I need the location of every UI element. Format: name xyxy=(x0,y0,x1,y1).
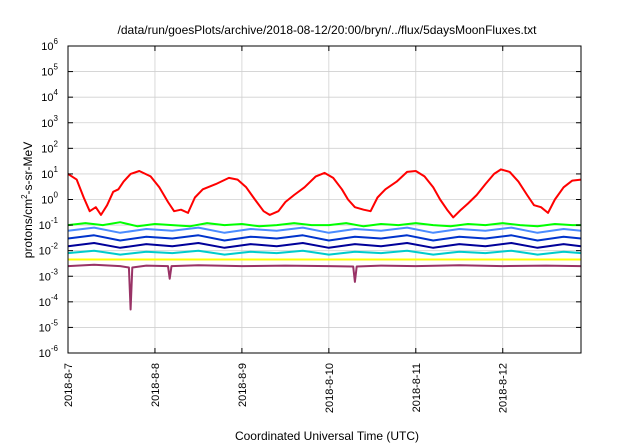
y-tick-label-base: 10 xyxy=(41,195,53,207)
y-tick-label: 100 xyxy=(41,191,58,207)
x-tick-label: 2018-8-7 xyxy=(63,363,75,407)
y-tick-label-exponent: 2 xyxy=(54,139,59,148)
y-tick-label-base: 10 xyxy=(39,271,51,283)
y-tick-label: 101 xyxy=(41,165,58,181)
y-tick-label: 10-5 xyxy=(39,318,59,334)
y-tick-label: 10-3 xyxy=(39,267,59,283)
series-line xyxy=(67,226,582,234)
y-tick-label-exponent: 6 xyxy=(54,37,59,46)
series-line xyxy=(67,242,582,249)
y-tick-label: 103 xyxy=(41,114,58,130)
y-tick-label-exponent: 5 xyxy=(54,63,59,72)
y-tick-label: 10-2 xyxy=(39,242,59,258)
series-line xyxy=(67,249,582,256)
grid-lines xyxy=(68,46,581,353)
axes: 10-610-510-410-310-210-11001011021031041… xyxy=(39,37,581,413)
y-tick-label-exponent: -3 xyxy=(51,267,59,276)
y-tick-label: 102 xyxy=(41,139,58,155)
y-axis-label-superscript: 2 xyxy=(20,194,29,199)
y-tick-label: 10-6 xyxy=(39,344,59,360)
y-axis-label-rest: -s-sr-MeV xyxy=(21,142,35,195)
y-tick-label-base: 10 xyxy=(41,41,53,53)
y-tick-label-exponent: -2 xyxy=(51,242,59,251)
series-line xyxy=(67,168,582,219)
y-tick-label-base: 10 xyxy=(41,92,53,104)
y-tick-label-exponent: -5 xyxy=(51,318,59,327)
y-tick-label-base: 10 xyxy=(39,322,51,334)
y-tick-label-base: 10 xyxy=(39,220,51,232)
x-axis-label: Coordinated Universal Time (UTC) xyxy=(235,429,419,443)
y-axis-label-main: protons/cm xyxy=(21,199,35,258)
series-line xyxy=(67,221,581,228)
y-tick-label: 10-1 xyxy=(39,216,59,232)
series-lines xyxy=(67,168,582,311)
x-tick-label: 2018-8-9 xyxy=(237,363,249,407)
x-tick-label: 2018-8-11 xyxy=(411,363,423,412)
x-tick-label: 2018-8-12 xyxy=(498,363,510,413)
y-tick-label-exponent: -1 xyxy=(51,216,59,225)
y-tick-label-base: 10 xyxy=(39,348,51,360)
y-tick-label-base: 10 xyxy=(39,297,51,309)
y-tick-label-exponent: -4 xyxy=(51,293,59,302)
y-tick-label-base: 10 xyxy=(41,169,53,181)
y-tick-label-exponent: 4 xyxy=(54,88,59,97)
y-tick-label-base: 10 xyxy=(41,118,53,130)
y-axis-label: protons/cm2-s-sr-MeV xyxy=(20,142,35,258)
y-tick-label: 10-4 xyxy=(39,293,59,309)
y-tick-label-exponent: 0 xyxy=(54,191,59,200)
y-tick-label: 105 xyxy=(41,63,58,79)
y-tick-label-exponent: -6 xyxy=(51,344,59,353)
y-tick-label-exponent: 1 xyxy=(54,165,59,174)
y-tick-label: 106 xyxy=(41,37,58,53)
y-tick-label-exponent: 3 xyxy=(54,114,59,123)
series-line xyxy=(67,263,582,311)
x-tick-label: 2018-8-10 xyxy=(324,363,336,413)
x-tick-label: 2018-8-8 xyxy=(150,363,162,407)
series-line xyxy=(67,234,582,242)
chart-title: /data/run/goesPlots/archive/2018-08-12/2… xyxy=(118,23,538,37)
y-tick-label: 104 xyxy=(41,88,58,104)
y-tick-label-base: 10 xyxy=(41,67,53,79)
y-tick-label-base: 10 xyxy=(41,143,53,155)
y-tick-label-base: 10 xyxy=(39,246,51,258)
